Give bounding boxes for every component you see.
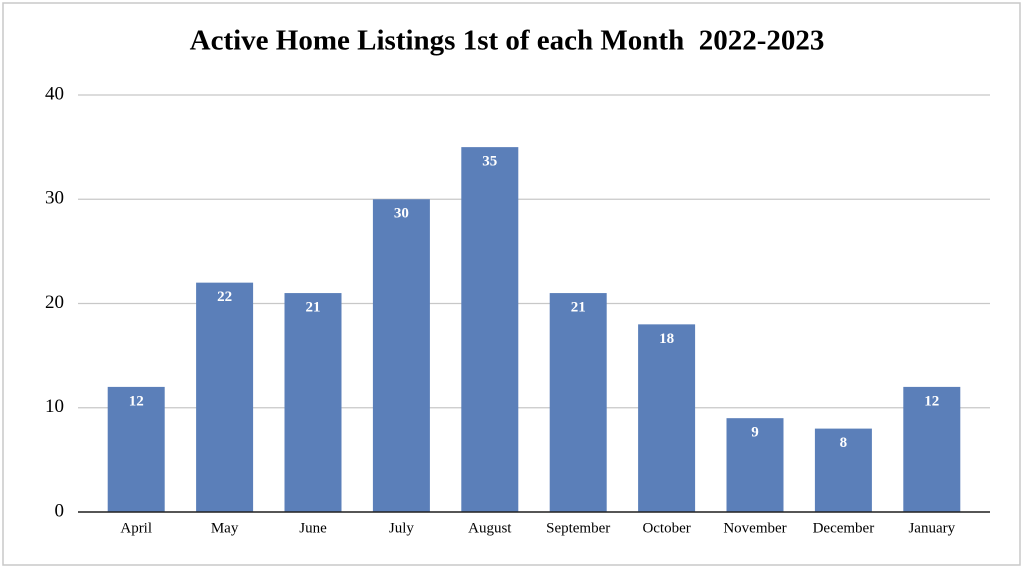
data-label: 8 <box>840 435 848 451</box>
x-tick-label: May <box>211 520 239 536</box>
data-label: 30 <box>394 206 409 222</box>
data-label: 12 <box>924 393 939 409</box>
y-tick-label: 40 <box>45 83 64 104</box>
y-tick-label: 10 <box>45 396 64 417</box>
bar <box>638 324 696 512</box>
x-tick-label: October <box>642 520 690 536</box>
data-label: 21 <box>571 300 586 316</box>
x-tick-label: January <box>908 520 955 536</box>
x-tick-label: November <box>723 520 786 536</box>
x-tick-label: August <box>468 520 512 536</box>
chart-title: Active Home Listings 1st of each Month 2… <box>190 25 825 57</box>
x-tick-label: April <box>120 520 152 536</box>
bar <box>372 199 430 512</box>
data-label: 12 <box>129 393 144 409</box>
data-label: 18 <box>659 331 674 347</box>
bar <box>461 147 519 512</box>
y-tick-label: 20 <box>45 292 64 313</box>
data-label: 9 <box>751 425 759 441</box>
data-label: 35 <box>482 154 497 170</box>
bar <box>903 386 961 512</box>
y-tick-label: 30 <box>45 188 64 209</box>
x-tick-label: September <box>546 520 610 536</box>
bar <box>196 282 254 512</box>
x-tick-label: December <box>813 520 875 536</box>
data-label: 21 <box>306 300 321 316</box>
bar <box>284 293 342 512</box>
bar <box>726 418 784 512</box>
bar <box>107 386 165 512</box>
bar <box>549 293 607 512</box>
y-tick-label: 0 <box>55 500 65 521</box>
bar <box>814 428 872 512</box>
data-label: 22 <box>217 289 232 305</box>
x-tick-label: June <box>299 520 327 536</box>
x-tick-label: July <box>389 520 415 536</box>
